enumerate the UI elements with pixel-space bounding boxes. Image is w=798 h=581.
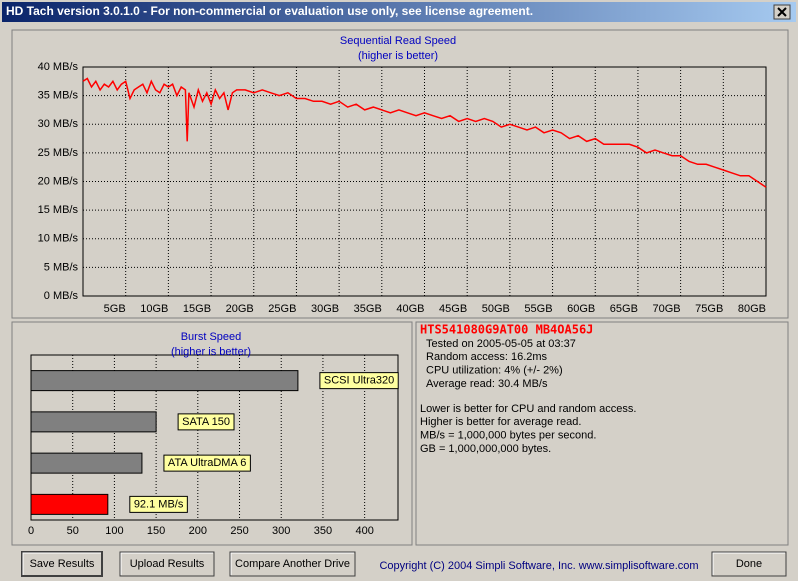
x-tick-label: 200 (189, 525, 207, 537)
button-frame[interactable] (119, 551, 215, 577)
info-note: Higher is better for average read. (420, 416, 581, 428)
burst-bar (30, 411, 157, 433)
button-highlight[interactable] (120, 552, 213, 575)
y-tick-label: 30 MB/s (38, 118, 79, 130)
read-title: Sequential Read Speed (340, 35, 456, 47)
burst-title: Burst Speed (181, 331, 242, 343)
y-tick-label: 20 MB/s (38, 175, 79, 187)
read-line (82, 77, 767, 188)
x-tick-label: 10GB (140, 303, 168, 315)
x-tick-label: 15GB (183, 303, 211, 315)
burst-bar (30, 370, 299, 392)
x-tick-label: 400 (355, 525, 373, 537)
x-tick-label: 5GB (104, 303, 126, 315)
x-tick-label: 300 (272, 525, 290, 537)
x-tick-label: 50GB (482, 303, 510, 315)
x-tick-label: 70GB (652, 303, 680, 315)
x-tick-label: 50 (67, 525, 79, 537)
burst-bar (30, 493, 109, 515)
x-tick-label: 20GB (226, 303, 254, 315)
button-highlight[interactable] (230, 552, 354, 575)
x-tick-label: 80GB (738, 303, 766, 315)
bar-label: SCSI Ultra320 (324, 375, 394, 387)
close-icon[interactable] (777, 7, 787, 17)
bar-label: 92.1 MB/s (134, 498, 184, 510)
x-tick-label: 100 (105, 525, 123, 537)
button-label[interactable]: Save Results (30, 558, 95, 570)
button-highlight[interactable] (712, 552, 785, 575)
button-label[interactable]: Compare Another Drive (235, 558, 350, 570)
button-frame[interactable] (711, 551, 787, 577)
close-button[interactable] (773, 4, 791, 20)
x-tick-label: 250 (230, 525, 248, 537)
x-tick-label: 45GB (439, 303, 467, 315)
y-tick-label: 10 MB/s (38, 233, 79, 245)
x-tick-label: 60GB (567, 303, 595, 315)
window-title: HD Tach version 3.0.1.0 - For non-commer… (6, 4, 533, 18)
y-tick-label: 15 MB/s (38, 204, 79, 216)
button-label[interactable]: Upload Results (130, 558, 205, 570)
info-panel (415, 321, 789, 546)
read-subtitle: (higher is better) (358, 50, 438, 62)
info-line: CPU utilization: 4% (+/- 2%) (426, 365, 563, 377)
info-note: GB = 1,000,000,000 bytes. (420, 443, 551, 455)
x-tick-label: 75GB (695, 303, 723, 315)
label-box (177, 413, 235, 431)
x-tick-label: 35GB (354, 303, 382, 315)
x-tick-label: 0 (28, 525, 34, 537)
button-highlight[interactable] (22, 552, 101, 575)
info-line: Random access: 16.2ms (426, 351, 548, 363)
burst-bar (30, 452, 143, 474)
y-tick-label: 40 MB/s (38, 61, 79, 73)
button-label[interactable]: Done (736, 558, 762, 570)
button-frame[interactable] (229, 551, 356, 577)
y-tick-label: 25 MB/s (38, 147, 79, 159)
x-tick-label: 55GB (524, 303, 552, 315)
bar-label: SATA 150 (182, 416, 230, 428)
label-box (163, 454, 251, 472)
x-tick-label: 25GB (268, 303, 296, 315)
bar-label: ATA UltraDMA 6 (168, 457, 246, 469)
x-tick-label: 65GB (610, 303, 638, 315)
y-tick-label: 5 MB/s (44, 261, 79, 273)
button-frame[interactable] (21, 551, 103, 577)
info-line: Tested on 2005-05-05 at 03:37 (426, 338, 576, 350)
y-tick-label: 0 MB/s (44, 290, 79, 302)
copyright: Copyright (C) 2004 Simpli Software, Inc.… (379, 560, 698, 572)
y-tick-label: 35 MB/s (38, 90, 79, 102)
info-line: Average read: 30.4 MB/s (426, 378, 548, 390)
x-tick-label: 150 (147, 525, 165, 537)
drive-name: HTS541080G9AT00 MB4OA56J (420, 323, 593, 337)
x-tick-label: 40GB (396, 303, 424, 315)
label-box (129, 495, 188, 513)
burst-subtitle: (higher is better) (171, 346, 251, 358)
x-tick-label: 30GB (311, 303, 339, 315)
title-bar (2, 2, 796, 22)
label-box (319, 372, 399, 390)
info-note: MB/s = 1,000,000 bytes per second. (420, 430, 596, 442)
x-tick-label: 350 (314, 525, 332, 537)
info-note: Lower is better for CPU and random acces… (420, 403, 636, 415)
